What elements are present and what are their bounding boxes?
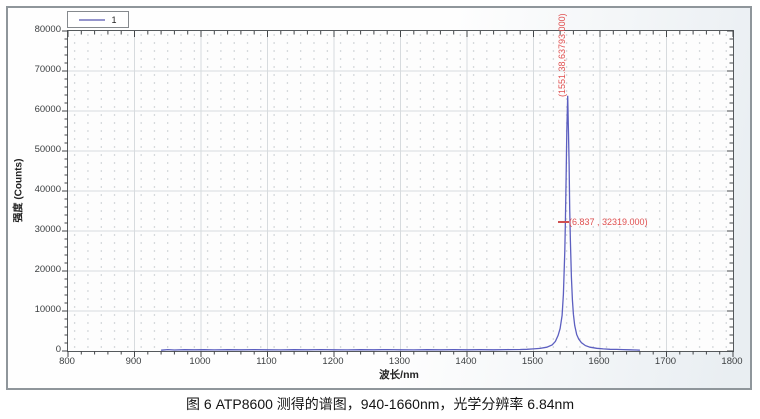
x-tick-label: 800 bbox=[59, 356, 75, 367]
x-tick-label: 1500 bbox=[521, 356, 544, 367]
peak-coordinate-annotation: (1551.38,63793.000) bbox=[557, 13, 567, 97]
x-tick-label: 900 bbox=[125, 356, 142, 367]
x-tick-label: 1100 bbox=[256, 356, 277, 367]
x-tick-label: 1600 bbox=[588, 356, 610, 367]
y-axis-title: 强度 (Counts) bbox=[13, 158, 25, 223]
chart-panel: 1 800 900 1000 1100 1200 1300 1400 1500 1600 1700… bbox=[6, 6, 752, 390]
x-tick-label: 1800 bbox=[721, 356, 743, 367]
plot-area bbox=[62, 30, 734, 357]
y-tick-label: 20000 bbox=[34, 264, 61, 275]
y-tick-label: 80000 bbox=[34, 24, 61, 35]
y-tick-label: 40000 bbox=[34, 184, 61, 195]
y-tick-label: 50000 bbox=[34, 144, 61, 155]
x-axis-title: 波长/nm bbox=[379, 369, 419, 381]
legend-series-label: 1 bbox=[111, 14, 117, 25]
x-tick-label: 1200 bbox=[322, 356, 344, 367]
legend-line-swatch bbox=[79, 18, 106, 21]
x-tick-label: 1400 bbox=[455, 356, 477, 367]
spectrum-line-chart bbox=[62, 30, 734, 357]
half-max-marker-tick bbox=[558, 221, 569, 223]
x-tick-label: 1700 bbox=[654, 356, 677, 367]
legend-box: 1 bbox=[67, 11, 129, 28]
y-tick-label: 0 bbox=[55, 344, 61, 355]
half-max-annotation: (6.837 , 32319.000) bbox=[569, 217, 648, 227]
x-tick-label: 1000 bbox=[189, 356, 211, 367]
y-tick-label: 60000 bbox=[34, 104, 61, 115]
y-tick-label: 10000 bbox=[34, 304, 61, 315]
y-tick-label: 70000 bbox=[34, 64, 61, 75]
x-tick-label: 1300 bbox=[388, 356, 411, 367]
figure-caption: 图 6 ATP8600 测得的谱图，940-1660nm，光学分辨率 6.84n… bbox=[186, 396, 574, 412]
y-tick-label: 30000 bbox=[34, 224, 61, 235]
